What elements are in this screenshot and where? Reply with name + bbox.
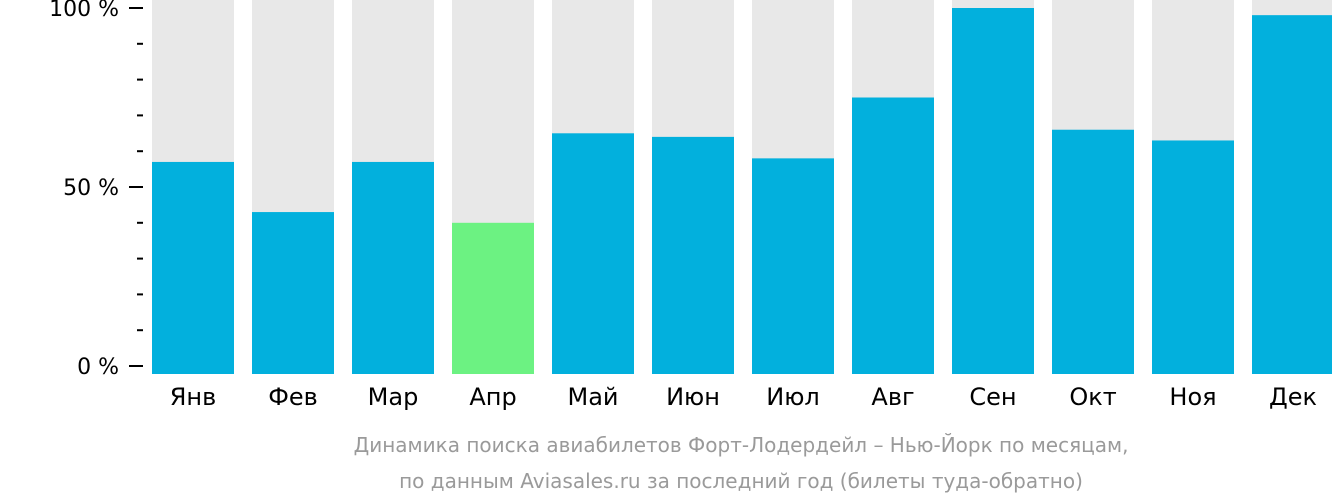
- x-axis-labels: Янв Фев Мар Апр Май Июн Июл Авг Сен Окт Ноя Дек: [170, 383, 1317, 411]
- bar-Фев: [252, 212, 334, 374]
- x-tick-label: Окт: [1069, 383, 1116, 411]
- bar-Окт: [1052, 129, 1134, 374]
- y-tick-label: 50 %: [63, 176, 119, 201]
- x-tick-label: Июл: [766, 383, 820, 411]
- x-tick-label: Май: [567, 383, 618, 411]
- x-tick-label: Дек: [1269, 383, 1317, 411]
- y-tick-label: 0 %: [77, 355, 119, 380]
- bar-Янв: [152, 161, 234, 374]
- bar-Апр: [452, 222, 534, 374]
- x-tick-label: Мар: [368, 383, 419, 411]
- bar-Мар: [352, 161, 434, 374]
- bar-Июн: [652, 136, 734, 374]
- bar-Ноя: [1152, 140, 1234, 374]
- x-tick-label: Апр: [469, 383, 516, 411]
- x-tick-label: Янв: [170, 383, 217, 411]
- bar-Авг: [852, 97, 934, 374]
- chart-caption-line-1: Динамика поиска авиабилетов Форт-Лодерде…: [354, 433, 1129, 457]
- x-tick-label: Авг: [871, 383, 914, 411]
- x-tick-label: Сен: [969, 383, 1016, 411]
- bar-Сен: [952, 8, 1034, 374]
- y-axis: 0 % 50 % 100 %: [49, 0, 143, 380]
- x-tick-label: Ноя: [1169, 383, 1216, 411]
- y-tick-label: 100 %: [49, 0, 119, 22]
- bar-Дек: [1252, 15, 1332, 374]
- x-tick-label: Июн: [666, 383, 720, 411]
- bars: [152, 0, 1332, 374]
- bar-Май: [552, 133, 634, 374]
- bar-Июл: [752, 158, 834, 374]
- chart-caption-line-2: по данным Aviasales.ru за последний год …: [399, 469, 1083, 493]
- x-tick-label: Фев: [268, 383, 318, 411]
